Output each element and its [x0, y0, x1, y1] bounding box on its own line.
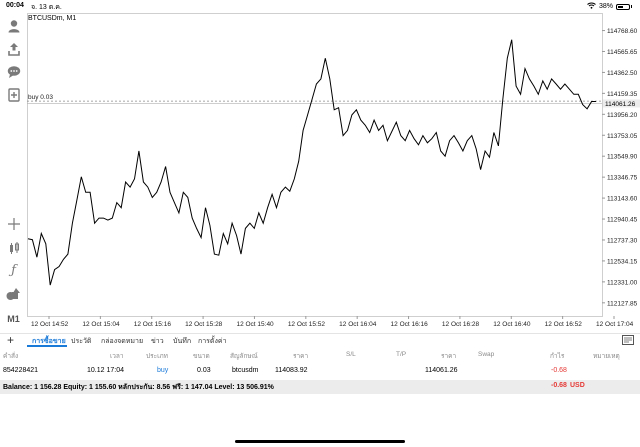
balance-summary: Balance: 1 156.28 Equity: 1 155.60 หลักป…: [3, 384, 274, 391]
time-label: 12 Oct 15:40: [236, 321, 274, 328]
chat-icon[interactable]: [5, 63, 22, 80]
wifi-icon: [587, 2, 596, 11]
col-comment: หมายเหตุ: [593, 353, 620, 360]
col-sl: S/L: [346, 351, 356, 358]
left-toolbar: ƒ M1: [0, 13, 27, 333]
price-chart[interactable]: 114768.60 114565.65 114362.50 114159.35 1139…: [27, 13, 640, 333]
shapes-icon[interactable]: [5, 285, 22, 302]
add-chart-icon[interactable]: [5, 86, 22, 103]
order-current-price: 114061.26: [425, 367, 458, 374]
price-label: 112737.30: [607, 237, 638, 244]
price-label: 112940.45: [607, 217, 638, 224]
col-order: คำสั่ง: [3, 353, 19, 360]
time-label: 12 Oct 16:28: [442, 321, 480, 328]
crosshair-icon[interactable]: [5, 215, 22, 232]
price-label: 113143.60: [607, 196, 638, 203]
table-row[interactable]: 854228421 10.12 17:04 buy 0.03 btcusdm 1…: [0, 365, 640, 379]
candles-icon[interactable]: [5, 239, 22, 256]
price-label: 112331.00: [607, 279, 638, 286]
order-symbol: btcusdm: [232, 367, 259, 374]
tab-settings[interactable]: การตั้งค่า: [198, 338, 227, 345]
status-date: จ. 13 ต.ค.: [31, 4, 62, 11]
balance-row: Balance: 1 156.28 Equity: 1 155.60 หลักป…: [0, 380, 640, 394]
add-icon[interactable]: +: [7, 333, 15, 347]
status-right: 38%: [587, 2, 632, 11]
col-size: ขนาด: [193, 353, 210, 360]
col-time: เวลา: [110, 353, 124, 360]
order-size: 0.03: [197, 367, 211, 374]
price-series-line: [27, 39, 596, 286]
profit-currency: USD: [570, 382, 585, 389]
total-profit: -0.68: [551, 382, 567, 389]
tab-journal[interactable]: บันทึก: [173, 338, 192, 345]
order-id: 854228421: [3, 367, 39, 374]
time-label: 12 Oct 15:28: [185, 321, 223, 328]
price-label: 112127.85: [607, 300, 638, 307]
price-label: 114362.50: [607, 70, 638, 77]
order-profit: -0.68: [551, 367, 567, 374]
price-label: 112534.15: [607, 258, 638, 265]
price-label: 113753.05: [607, 133, 638, 140]
price-label: 113956.20: [607, 112, 638, 119]
col-profit: กำไร: [550, 353, 565, 360]
time-label: 12 Oct 16:16: [391, 321, 429, 328]
current-price-box: [603, 99, 640, 108]
active-tab-indicator: [27, 345, 67, 347]
price-label: 113549.90: [607, 154, 638, 161]
col-price: ราคา: [441, 353, 457, 360]
settings-icon[interactable]: [622, 335, 634, 345]
order-open-price: 114083.92: [275, 367, 308, 374]
time-label: 12 Oct 14:52: [31, 321, 69, 328]
timeframe-button[interactable]: M1: [7, 313, 20, 324]
col-swap: Swap: [478, 351, 495, 358]
col-price-open: ราคา: [293, 353, 309, 360]
price-label: 113346.75: [607, 175, 638, 182]
price-label: 114768.60: [607, 28, 638, 35]
time-label: 12 Oct 16:04: [339, 321, 377, 328]
col-type: ประเภท: [146, 353, 168, 360]
order-type: buy: [157, 367, 169, 374]
share-icon[interactable]: [5, 40, 22, 57]
tab-trade[interactable]: การซื้อขาย: [32, 338, 66, 345]
status-bar: 00:04 จ. 13 ต.ค. 38%: [0, 0, 640, 13]
function-icon[interactable]: ƒ: [11, 263, 16, 278]
price-label: 114565.65: [607, 49, 638, 56]
col-symbol: สัญลักษณ์: [230, 353, 258, 360]
status-time: 00:04: [6, 2, 24, 9]
position-label: buy 0.03: [28, 94, 53, 101]
battery-percent: 38%: [598, 3, 613, 10]
col-tp: T/P: [396, 351, 407, 358]
chart-frame: [27, 13, 603, 317]
tab-history[interactable]: ประวัติ: [71, 338, 92, 345]
home-indicator[interactable]: [235, 440, 405, 443]
time-label: 12 Oct 15:52: [288, 321, 326, 328]
time-label: 12 Oct 15:04: [82, 321, 120, 328]
order-time: 10.12 17:04: [87, 367, 124, 374]
time-label: 12 Oct 16:40: [493, 321, 531, 328]
table-header: คำสั่ง เวลา ประเภท ขนาด สัญลักษณ์ ราคา S…: [0, 349, 640, 361]
time-label: 12 Oct 16:52: [545, 321, 583, 328]
chart-symbol: BTCUSDm, M1: [28, 15, 77, 22]
time-label: 12 Oct 15:16: [134, 321, 172, 328]
terminal-tabs: + การซื้อขาย ประวัติ กล่องจดหมาย ข่าว บั…: [0, 333, 640, 347]
time-label: 12 Oct 17:04: [596, 321, 634, 328]
price-label: 114159.35: [607, 91, 638, 98]
tab-mailbox[interactable]: กล่องจดหมาย: [101, 338, 144, 345]
battery-icon: [616, 3, 630, 10]
tab-news[interactable]: ข่าว: [151, 338, 164, 345]
current-price-label: 114061.26: [605, 101, 636, 108]
person-icon[interactable]: [5, 17, 22, 34]
chart-svg: 114768.60 114565.65 114362.50 114159.35 1139…: [27, 13, 640, 328]
